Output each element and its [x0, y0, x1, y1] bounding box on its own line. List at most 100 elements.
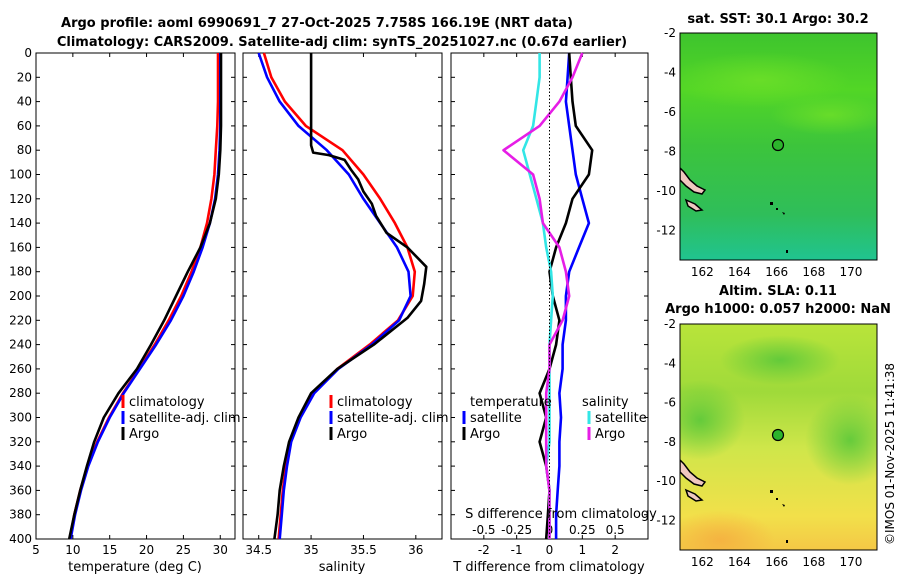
x-tick-label: 35 — [303, 543, 318, 557]
map-y-tick-label: -10 — [656, 184, 676, 198]
island-outline — [680, 458, 707, 487]
legend-label-satellite: satellite-adj. clim — [337, 411, 449, 426]
series-line-argo — [67, 53, 223, 540]
y-tick-label: 60 — [17, 119, 32, 133]
x-tick-label: 15 — [102, 543, 117, 557]
y-tick-label: 300 — [9, 411, 32, 425]
legend-label-climatology: climatology — [129, 395, 205, 410]
map-x-tick-label: 168 — [802, 265, 825, 279]
series-line-s-argo — [502, 52, 584, 539]
map-x-tick-label: 164 — [728, 265, 751, 279]
x-tick-label: 35.5 — [350, 543, 377, 557]
legend-label-argo: Argo — [337, 427, 367, 442]
y-tick-label: 260 — [9, 362, 32, 376]
imos-watermark: ©IMOS 01-Nov-2025 11:41:38 — [883, 363, 897, 545]
salinity-xlabel: salinity — [319, 560, 366, 575]
map-x-tick-label: 162 — [691, 265, 714, 279]
y-tick-label: 0 — [24, 46, 32, 60]
difference-s-label: S difference from climatology — [465, 507, 657, 522]
y-tick-label: 380 — [9, 508, 32, 522]
island-outline — [680, 166, 707, 195]
sla-low-patch — [720, 335, 840, 385]
series-line-t-satellite — [554, 52, 591, 539]
axis-ticks: 5 10 15 20 25 3002040608010012014016018020022… — [9, 26, 862, 569]
difference-xlabel: T difference from climatology — [452, 560, 645, 575]
legend-title-temperature: temperature — [470, 395, 552, 410]
map-x-tick-label: 166 — [765, 265, 788, 279]
island-outline — [684, 198, 704, 212]
sst-map-axes — [679, 32, 878, 261]
map-y-tick-label: -6 — [664, 105, 676, 119]
sst-map-field — [680, 33, 877, 260]
legend-label-t-argo: Argo — [470, 427, 500, 442]
y-tick-label: 160 — [9, 240, 32, 254]
salinity-legend: climatology satellite-adj. clim Argo — [329, 395, 449, 442]
map-x-tick-label: 168 — [802, 555, 825, 569]
map-x-tick-label: 170 — [840, 265, 863, 279]
map-y-tick-label: -4 — [664, 65, 676, 79]
y-tick-label: 360 — [9, 483, 32, 497]
sst-warm-patch — [770, 95, 877, 135]
x-tick-label: -1 — [511, 543, 523, 557]
sla-low-patch — [680, 380, 745, 460]
x-tick-label: 0 — [546, 543, 554, 557]
y-tick-label: 40 — [17, 95, 32, 109]
sla-high-patch — [680, 510, 775, 550]
x-tick-label-s: 0.5 — [606, 523, 625, 537]
y-tick-label: 20 — [17, 70, 32, 84]
map-x-tick-label: 164 — [728, 555, 751, 569]
legend-title-salinity: salinity — [582, 395, 629, 410]
y-tick-label: 400 — [9, 532, 32, 546]
map-x-tick-label: 166 — [765, 555, 788, 569]
x-tick-label-s: -0.5 — [472, 523, 495, 537]
x-tick-label: 30 — [213, 543, 228, 557]
legend-label-climatology: climatology — [337, 395, 413, 410]
y-tick-label: 340 — [9, 459, 32, 473]
legend-label-s-satellite: satellite — [595, 411, 647, 426]
y-tick-label: 220 — [9, 313, 32, 327]
legend-label-argo: Argo — [129, 427, 159, 442]
y-tick-label: 280 — [9, 386, 32, 400]
y-tick-label: 240 — [9, 338, 32, 352]
x-tick-label-s: 0.25 — [569, 523, 596, 537]
sla-map-title: Altim. SLA: 0.11 — [719, 284, 837, 299]
x-tick-label: 2 — [611, 543, 619, 557]
map-x-tick-label: 162 — [691, 555, 714, 569]
y-tick-label: 180 — [9, 265, 32, 279]
argo-position-marker — [771, 138, 785, 152]
sla-map-subtitle: Argo h1000: 0.057 h2000: NaN — [665, 302, 891, 317]
map-x-tick-label: 170 — [840, 555, 863, 569]
temperature-axes — [35, 52, 236, 540]
sla-low-patch — [805, 395, 877, 485]
sst-map-title: sat. SST: 30.1 Argo: 30.2 — [687, 12, 868, 27]
sla-map-axes — [679, 323, 878, 551]
y-tick-label: 320 — [9, 435, 32, 449]
map-y-tick-label: -6 — [664, 396, 676, 410]
x-tick-label: -2 — [478, 543, 490, 557]
legend-label-satellite: satellite-adj. clim — [129, 411, 241, 426]
y-tick-label: 120 — [9, 192, 32, 206]
map-y-tick-label: -2 — [664, 26, 676, 40]
sst-warm-patch — [680, 52, 850, 108]
x-tick-label: 34.5 — [245, 543, 272, 557]
title-line-1: Argo profile: aoml 6990691_7 27-Oct-2025… — [61, 16, 573, 31]
map-y-tick-label: -10 — [656, 474, 676, 488]
temperature-legend: climatology satellite-adj. clim Argo — [121, 395, 241, 442]
y-tick-label: 140 — [9, 216, 32, 230]
series-line-satellite-adj-clim — [257, 52, 412, 540]
map-y-tick-label: -8 — [664, 144, 676, 158]
x-tick-label: 25 — [176, 543, 191, 557]
argo-position-marker — [771, 428, 785, 442]
x-tick-label: 10 — [65, 543, 80, 557]
map-y-tick-label: -8 — [664, 435, 676, 449]
legend-label-s-argo: Argo — [595, 427, 625, 442]
island-outline — [684, 488, 704, 502]
title-line-2: Climatology: CARS2009. Satellite-adj cli… — [57, 35, 627, 50]
x-tick-label: 1 — [579, 543, 587, 557]
map-y-tick-label: -12 — [656, 223, 676, 237]
x-tick-label-s: -0.25 — [501, 523, 532, 537]
x-tick-label: 36 — [408, 543, 423, 557]
y-tick-label: 100 — [9, 168, 32, 182]
